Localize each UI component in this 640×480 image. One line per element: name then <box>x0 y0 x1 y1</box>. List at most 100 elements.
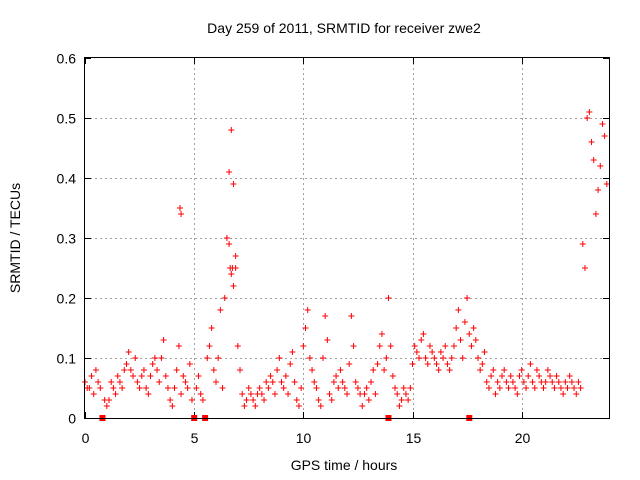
data-point <box>195 373 202 379</box>
x-tick-label: 5 <box>191 430 199 446</box>
data-point <box>370 367 377 373</box>
data-point <box>459 355 466 361</box>
data-point <box>376 343 383 349</box>
y-tick-label: 0.1 <box>57 351 77 367</box>
data-point <box>88 373 95 379</box>
data-point <box>492 391 499 397</box>
data-point <box>549 379 556 385</box>
data-point <box>435 367 442 373</box>
data-point <box>106 397 113 403</box>
data-point <box>97 385 104 391</box>
y-axis-label: SRMTID / TECUs <box>7 183 23 293</box>
data-point <box>533 367 540 373</box>
data-point <box>184 385 191 391</box>
data-point <box>127 367 134 373</box>
data-point <box>363 385 370 391</box>
data-point <box>92 367 99 373</box>
data-point <box>374 361 381 367</box>
data-point <box>86 385 93 391</box>
data-point <box>396 403 403 409</box>
data-point <box>413 349 420 355</box>
data-point <box>544 367 551 373</box>
data-point <box>595 187 602 193</box>
data-point <box>271 391 278 397</box>
data-point <box>551 385 558 391</box>
data-point <box>527 361 534 367</box>
data-point <box>112 391 119 397</box>
y-axis-ticks: 0 0.1 0.2 0.3 0.4 0.5 0.6 <box>57 51 609 427</box>
data-point <box>571 385 578 391</box>
data-point <box>330 379 337 385</box>
data-point <box>416 355 423 361</box>
data-point <box>241 403 248 409</box>
data-point <box>125 349 132 355</box>
data-point <box>319 355 326 361</box>
data-point <box>333 373 340 379</box>
grid <box>85 58 609 418</box>
data-point <box>494 379 501 385</box>
data-point <box>175 343 182 349</box>
data-point <box>267 373 274 379</box>
data-point <box>442 343 449 349</box>
data-point <box>523 385 530 391</box>
data-point <box>464 295 471 301</box>
data-point <box>507 373 514 379</box>
data-point <box>199 397 206 403</box>
data-point <box>250 397 257 403</box>
data-point <box>603 181 610 187</box>
data-point <box>361 391 368 397</box>
data-point <box>138 373 145 379</box>
data-points <box>82 109 610 421</box>
data-point <box>450 343 457 349</box>
data-point <box>324 337 331 343</box>
data-point <box>206 343 213 349</box>
data-point <box>444 361 451 367</box>
data-point <box>182 379 189 385</box>
data-point <box>453 325 460 331</box>
data-point <box>226 169 233 175</box>
data-point <box>440 355 447 361</box>
data-point <box>252 403 259 409</box>
data-point <box>289 349 296 355</box>
data-point <box>562 379 569 385</box>
data-point <box>557 385 564 391</box>
data-point <box>136 385 143 391</box>
y-tick-label: 0.3 <box>57 231 77 247</box>
data-point <box>311 379 318 385</box>
data-point <box>590 157 597 163</box>
data-point <box>575 379 582 385</box>
data-point <box>372 391 379 397</box>
data-point <box>509 379 516 385</box>
data-point <box>103 403 110 409</box>
data-point <box>586 109 593 115</box>
data-point <box>300 343 307 349</box>
data-point <box>568 379 575 385</box>
data-point <box>176 205 183 211</box>
data-point <box>573 391 580 397</box>
data-point <box>475 355 481 361</box>
data-point <box>239 391 246 397</box>
data-point <box>547 373 554 379</box>
data-point <box>173 367 180 373</box>
data-point <box>385 295 392 301</box>
y-tick-label: 0 <box>68 411 76 427</box>
data-point <box>472 337 479 343</box>
data-point <box>258 391 265 397</box>
data-point <box>455 307 462 313</box>
data-point <box>389 373 396 379</box>
data-point <box>503 379 510 385</box>
data-point <box>479 361 486 367</box>
data-point <box>354 385 361 391</box>
data-point <box>426 343 433 349</box>
data-point <box>461 319 468 325</box>
data-point <box>228 127 235 133</box>
data-point <box>285 391 292 397</box>
data-point <box>160 337 167 343</box>
data-point <box>215 355 222 361</box>
data-point <box>398 397 405 403</box>
x-axis-label: GPS time / hours <box>291 457 398 473</box>
data-point <box>584 115 591 121</box>
data-point <box>295 403 302 409</box>
data-point <box>217 307 224 313</box>
data-point <box>387 343 394 349</box>
